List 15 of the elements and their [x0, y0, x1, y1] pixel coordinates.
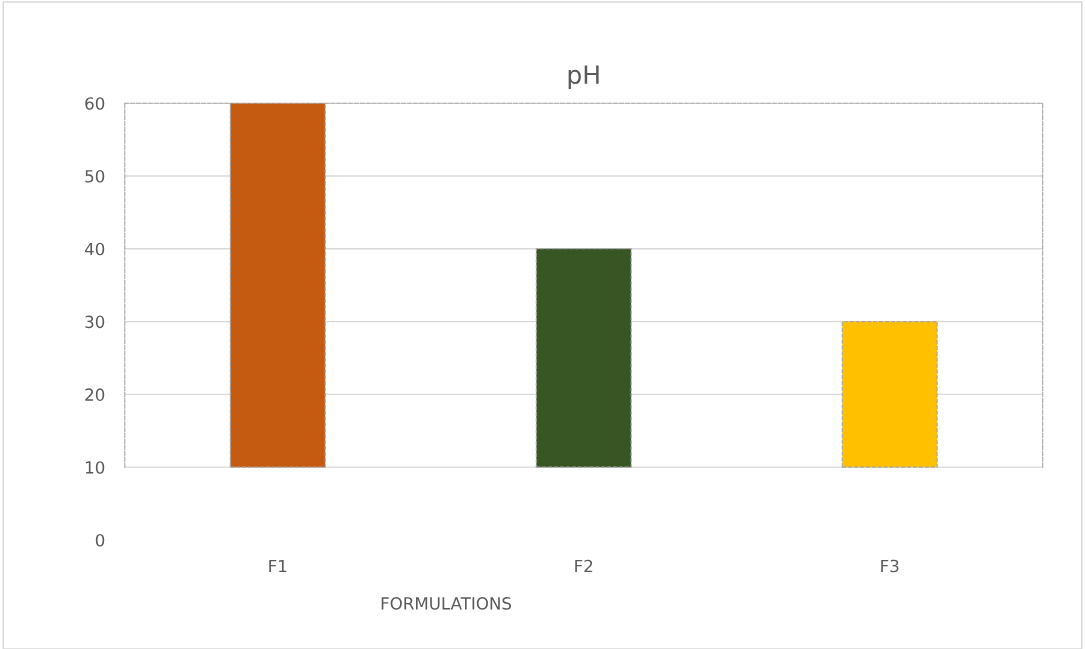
x-axis-title: FORMULATIONS	[381, 597, 512, 610]
x-tick-label: F3	[881, 559, 899, 573]
x-tick-label: F2	[575, 559, 593, 573]
bar	[229, 103, 326, 468]
y-tick-label: 50	[85, 169, 105, 183]
bar	[535, 248, 632, 468]
y-tick-label: 20	[85, 388, 105, 401]
y-tick-label: 40	[84, 242, 105, 256]
x-tick-label: F1	[269, 559, 287, 573]
bar	[841, 321, 938, 468]
y-tick-label: 30	[85, 315, 105, 329]
y-tick-label: 0	[95, 533, 105, 547]
chart-title: pH	[568, 65, 599, 89]
y-tick-label: 10	[85, 461, 105, 474]
y-tick-label: 60	[85, 97, 105, 110]
